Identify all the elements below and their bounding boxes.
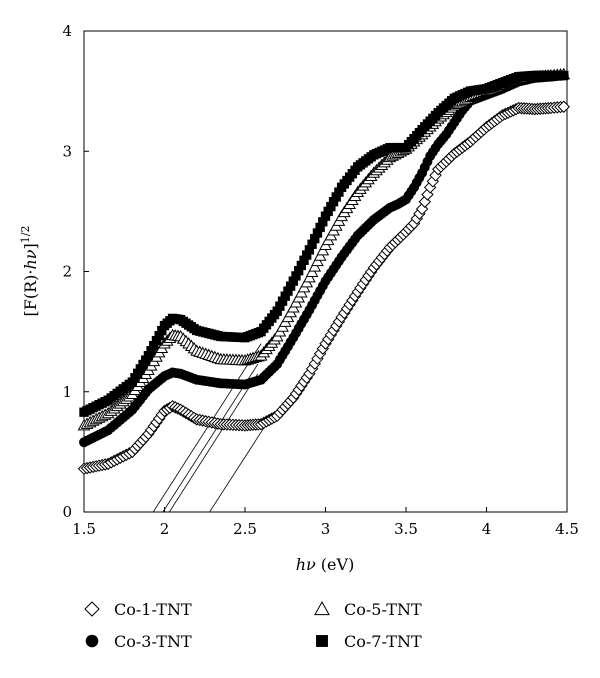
- legend-marker: [85, 634, 99, 648]
- data-point: [285, 281, 296, 291]
- series-co-1-tnt: [77, 100, 570, 475]
- data-point: [291, 271, 301, 281]
- tangent-line: [209, 411, 275, 513]
- data-point: [320, 211, 331, 221]
- data-point: [157, 325, 167, 336]
- legend: Co-1-TNT Co-3-TNT Co-5-TNT Co-7-TNT: [84, 600, 422, 651]
- data-point: [283, 286, 293, 296]
- x-tick-label: 2.5: [233, 520, 257, 538]
- legend-label: Co-7-TNT: [344, 632, 422, 651]
- legend-item: Co-7-TNT: [316, 632, 422, 651]
- data-point: [299, 255, 309, 265]
- x-axis: 1.5 2 2.5 3 3.5 4 4.5: [72, 507, 579, 538]
- x-axis-title: hν (eV): [296, 555, 355, 574]
- x-tick-label: 3.5: [394, 520, 418, 538]
- data-point: [557, 100, 570, 113]
- legend-label: Co-1-TNT: [114, 600, 192, 619]
- data-point: [307, 239, 317, 249]
- legend-label: Co-5-TNT: [344, 600, 422, 619]
- y-tick-label: 4: [62, 22, 72, 40]
- data-point: [151, 335, 162, 346]
- x-tick-label: 4.5: [555, 520, 579, 538]
- legend-item: Co-3-TNT: [85, 632, 192, 651]
- tangent-line: [152, 343, 262, 513]
- x-tick-label: 2: [160, 520, 170, 538]
- data-point: [331, 192, 341, 202]
- y-tick-label: 1: [62, 383, 72, 401]
- data-point: [154, 330, 164, 341]
- data-point: [143, 351, 154, 361]
- legend-item: Co-1-TNT: [84, 600, 192, 619]
- data-points: [77, 67, 571, 475]
- legend-marker: [316, 635, 328, 647]
- x-tick-label: 4: [482, 520, 492, 538]
- data-point: [323, 206, 333, 217]
- data-point: [310, 233, 320, 244]
- data-point: [315, 222, 325, 233]
- x-tick-label: 3: [321, 520, 331, 538]
- tangent-line: [168, 373, 259, 513]
- data-point: [272, 306, 282, 316]
- legend-marker: [84, 601, 100, 617]
- data-point: [146, 345, 156, 356]
- legend-item: Co-5-TNT: [314, 600, 422, 619]
- data-point: [288, 276, 298, 286]
- data-point: [280, 291, 290, 301]
- y-tick-label: 0: [62, 503, 72, 521]
- data-point: [326, 201, 336, 212]
- data-point: [304, 245, 315, 255]
- data-point: [149, 340, 159, 351]
- series-co-7-tnt: [79, 70, 569, 417]
- y-axis: 0 1 2 3 4: [62, 22, 89, 521]
- x-tick-label: 1.5: [72, 520, 96, 538]
- data-point: [302, 250, 312, 260]
- legend-label: Co-3-TNT: [114, 632, 192, 651]
- y-axis-title: [F(R)·hν]1/2: [19, 226, 40, 317]
- data-point: [296, 260, 307, 271]
- y-tick-label: 3: [62, 142, 72, 160]
- data-point: [293, 266, 304, 276]
- data-point: [277, 296, 288, 306]
- data-point: [328, 197, 339, 207]
- data-point: [559, 70, 569, 81]
- plot-frame: [83, 30, 568, 513]
- data-point: [318, 217, 328, 227]
- data-point: [275, 301, 285, 311]
- data-point: [312, 228, 323, 238]
- y-tick-label: 2: [62, 263, 72, 281]
- legend-marker: [314, 600, 330, 616]
- data-point: [334, 187, 344, 197]
